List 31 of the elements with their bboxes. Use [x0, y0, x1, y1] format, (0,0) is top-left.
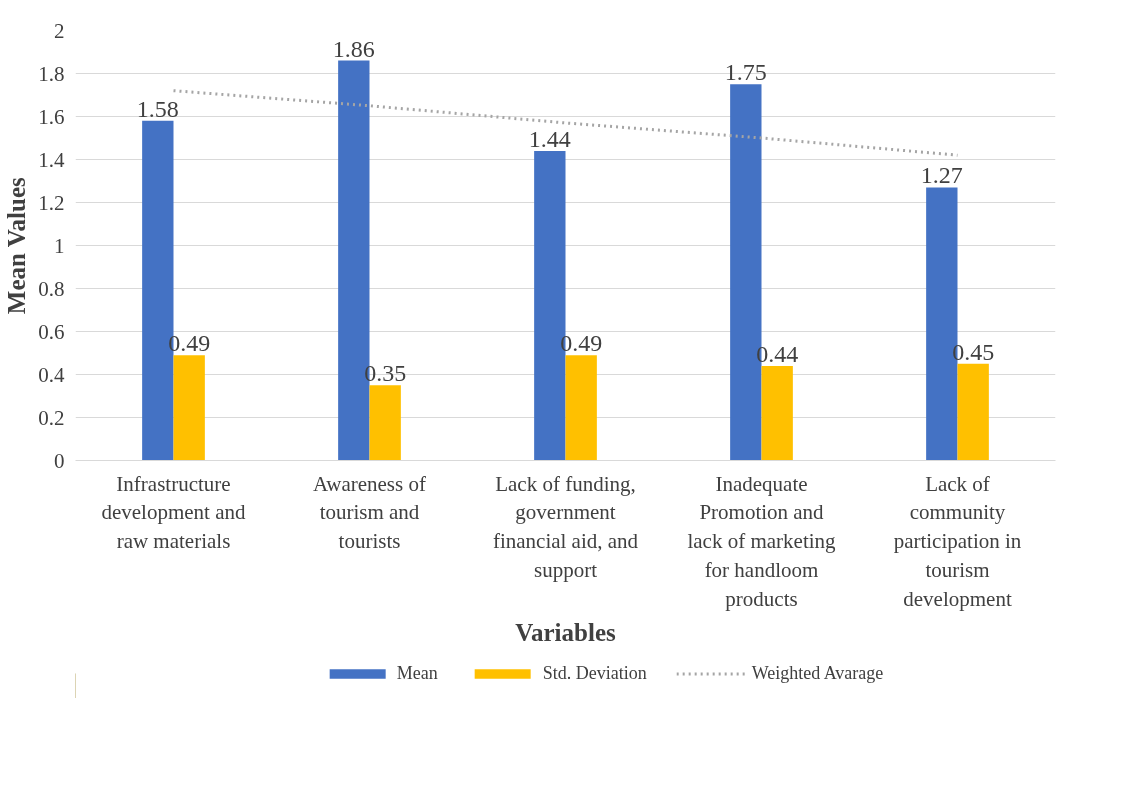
- legend-label: Weighted Avarage: [751, 662, 884, 684]
- legend-label: Mean: [396, 662, 438, 684]
- x-tick-label: Lack of community participation in tourism development: [893, 471, 1022, 611]
- y-tick-label: 1.8: [38, 61, 65, 86]
- bar: [957, 363, 989, 461]
- y-tick-label: 1: [54, 233, 65, 258]
- y-tick-label: 0.2: [38, 405, 65, 430]
- y-tick-label: 2: [54, 18, 65, 43]
- bar: [565, 355, 597, 461]
- y-tick-label: 1.4: [38, 147, 65, 172]
- data-label: 1.75: [724, 59, 767, 86]
- y-tick-label: 0.8: [38, 276, 65, 301]
- x-tick-label: Lack of funding, government financial aid, and support: [492, 471, 639, 582]
- x-tick-label: Inadequate Promotion and lack of marketing for handloom products: [687, 471, 837, 611]
- y-tick-label: 0.4: [38, 362, 65, 387]
- data-label: 1.58: [136, 95, 179, 122]
- data-label: 1.44: [528, 125, 571, 152]
- y-tick-label: 0.6: [38, 319, 65, 344]
- bar: [369, 385, 401, 461]
- data-label: 1.27: [920, 162, 963, 189]
- y-tick-label: 1.6: [38, 104, 65, 129]
- x-axis-title: Variables: [515, 618, 617, 646]
- y-tick-label: 1.2: [38, 190, 65, 215]
- data-label: 1.86: [332, 35, 375, 62]
- x-tick-label: Infrastructure development and raw materials: [101, 471, 247, 554]
- legend-label: Std. Deviation: [542, 662, 647, 684]
- y-tick-label: 0: [54, 448, 65, 473]
- y-axis-title: Mean Values: [3, 177, 31, 315]
- bar: [173, 355, 205, 461]
- x-tick-label: Awareness of tourism and tourists: [313, 471, 426, 554]
- bar: [761, 365, 793, 461]
